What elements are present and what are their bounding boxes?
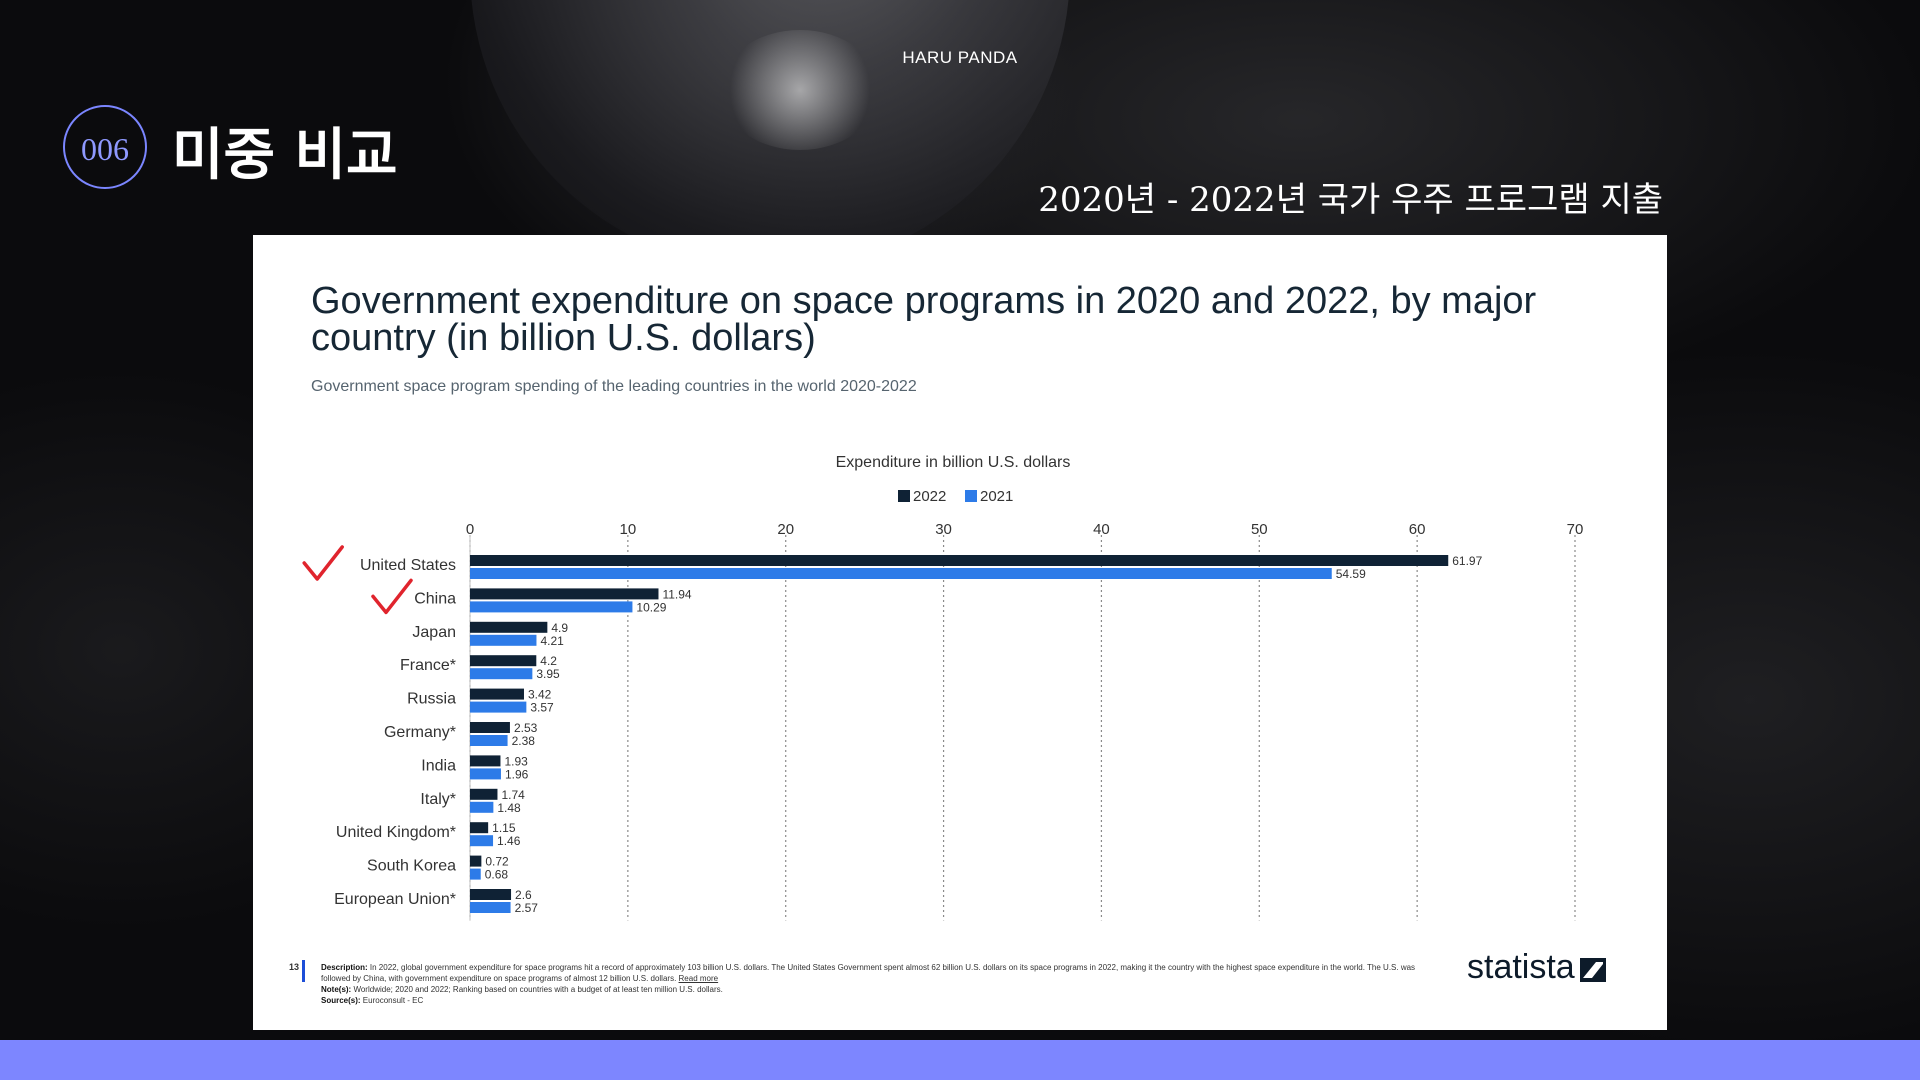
category-label-south-korea: South Korea <box>367 858 456 875</box>
bar-south-korea-2021 <box>470 868 481 880</box>
chart-card: Government expenditure on space programs… <box>253 235 1667 1030</box>
category-label-italy: Italy* <box>420 791 456 808</box>
bar-japan-2022 <box>470 621 548 633</box>
data-label-india-2022: 1.93 <box>504 754 528 768</box>
bar-chart: Expenditure in billion U.S. dollars 2022 2… <box>302 454 1584 921</box>
data-label-japan-2022: 4.9 <box>551 621 568 635</box>
x-tick-label-50: 50 <box>1251 521 1268 538</box>
category-label-united-states: United States <box>360 557 456 574</box>
description-label: Description: <box>321 963 368 972</box>
bar-japan-2021 <box>470 634 537 646</box>
bar-united-states-2022 <box>470 555 1449 566</box>
data-label-european-union-2021: 2.57 <box>515 901 539 915</box>
data-label-japan-2021: 4.21 <box>540 634 564 648</box>
x-tick-label-40: 40 <box>1093 521 1110 538</box>
data-label-european-union-2022: 2.6 <box>515 888 532 902</box>
data-label-germany-2021: 2.38 <box>512 734 536 748</box>
data-label-united-kingdom-2022: 1.15 <box>492 821 516 835</box>
bar-south-korea-2022 <box>470 855 482 867</box>
bar-india-2021 <box>470 768 501 780</box>
data-label-russia-2022: 3.42 <box>528 688 552 702</box>
bar-italy-2021 <box>470 801 494 813</box>
x-tick-label-60: 60 <box>1409 521 1426 538</box>
bar-france-2022 <box>470 655 537 667</box>
x-axis-label: Expenditure in billion U.S. dollars <box>836 454 1071 471</box>
check-mark-icon <box>371 578 413 615</box>
bar-china-2021 <box>470 601 633 613</box>
category-label-china: China <box>414 590 456 607</box>
data-label-united-states-2021: 54.59 <box>1336 567 1366 581</box>
chart-subtitle: Government space program spending of the… <box>311 378 917 395</box>
slide-subtitle: 2020년 - 2022년 국가 우주 프로그램 지출 <box>1038 180 1663 220</box>
category-label-european-union: European Union* <box>334 891 456 908</box>
data-label-south-korea-2022: 0.72 <box>485 855 509 869</box>
source-label: Source(s): <box>321 996 361 1005</box>
check-mark-icon <box>302 545 344 581</box>
data-label-italy-2021: 1.48 <box>497 801 521 815</box>
bar-united-states-2021 <box>470 568 1332 579</box>
bar-united-kingdom-2022 <box>470 822 489 834</box>
footer-number: 13 <box>289 962 300 972</box>
description-text: In 2022, global government expenditure f… <box>321 963 1416 983</box>
bar-china-2022 <box>470 588 659 600</box>
legend-swatch-2021 <box>965 490 977 502</box>
bar-italy-2022 <box>470 788 498 800</box>
data-label-italy-2022: 1.74 <box>501 788 525 802</box>
bar-india-2022 <box>470 755 501 767</box>
slide-number-badge: 006 <box>63 105 147 189</box>
chart-description: Description: In 2022, global government … <box>321 962 1421 1006</box>
x-tick-label-10: 10 <box>620 521 637 538</box>
slide-title: 미중 비교 <box>172 123 398 188</box>
footer-band <box>0 1040 1920 1080</box>
x-tick-label-0: 0 <box>466 521 474 538</box>
data-label-russia-2021: 3.57 <box>530 701 554 715</box>
category-label-germany: Germany* <box>384 724 456 741</box>
bar-united-kingdom-2021 <box>470 835 494 847</box>
data-label-india-2021: 1.96 <box>505 767 529 781</box>
brand-label: HARU PANDA <box>902 48 1018 67</box>
category-label-japan: Japan <box>412 624 456 641</box>
x-tick-label-20: 20 <box>777 521 794 538</box>
chart-title: Government expenditure on space programs… <box>311 280 1537 359</box>
category-label-united-kingdom: United Kingdom* <box>336 824 456 841</box>
source-text: Euroconsult - EC <box>362 996 424 1005</box>
legend-swatch-2022 <box>898 490 910 502</box>
category-label-india: India <box>421 757 456 774</box>
data-label-germany-2022: 2.53 <box>514 721 538 735</box>
bar-russia-2021 <box>470 701 527 713</box>
data-label-china-2022: 11.94 <box>662 587 691 601</box>
notes-text: Worldwide; 2020 and 2022; Ranking based … <box>353 985 723 994</box>
bar-european-union-2022 <box>470 889 512 900</box>
statista-logo-icon <box>1580 958 1606 982</box>
data-label-china-2021: 10.29 <box>636 600 666 614</box>
x-tick-label-70: 70 <box>1567 521 1584 538</box>
bar-russia-2022 <box>470 688 524 700</box>
notes-label: Note(s): <box>321 985 352 994</box>
footer-accent-bar <box>302 960 305 982</box>
bar-germany-2021 <box>470 735 508 746</box>
legend-label-2022: 2022 <box>913 488 946 505</box>
read-more-link[interactable]: Read more <box>678 974 719 983</box>
data-label-france-2021: 3.95 <box>536 667 560 681</box>
bar-france-2021 <box>470 668 533 680</box>
bar-germany-2022 <box>470 722 510 733</box>
x-tick-label-30: 30 <box>935 521 952 538</box>
data-label-france-2022: 4.2 <box>540 654 557 668</box>
legend-label-2021: 2021 <box>980 488 1013 505</box>
data-label-south-korea-2021: 0.68 <box>485 868 509 882</box>
data-label-united-kingdom-2021: 1.46 <box>497 834 521 848</box>
category-label-russia: Russia <box>407 691 456 708</box>
light-glow <box>720 30 880 150</box>
category-label-france: France* <box>400 657 456 674</box>
bar-european-union-2021 <box>470 902 511 913</box>
data-label-united-states-2022: 61.97 <box>1452 554 1482 568</box>
statista-logo: statista <box>1467 948 1575 986</box>
